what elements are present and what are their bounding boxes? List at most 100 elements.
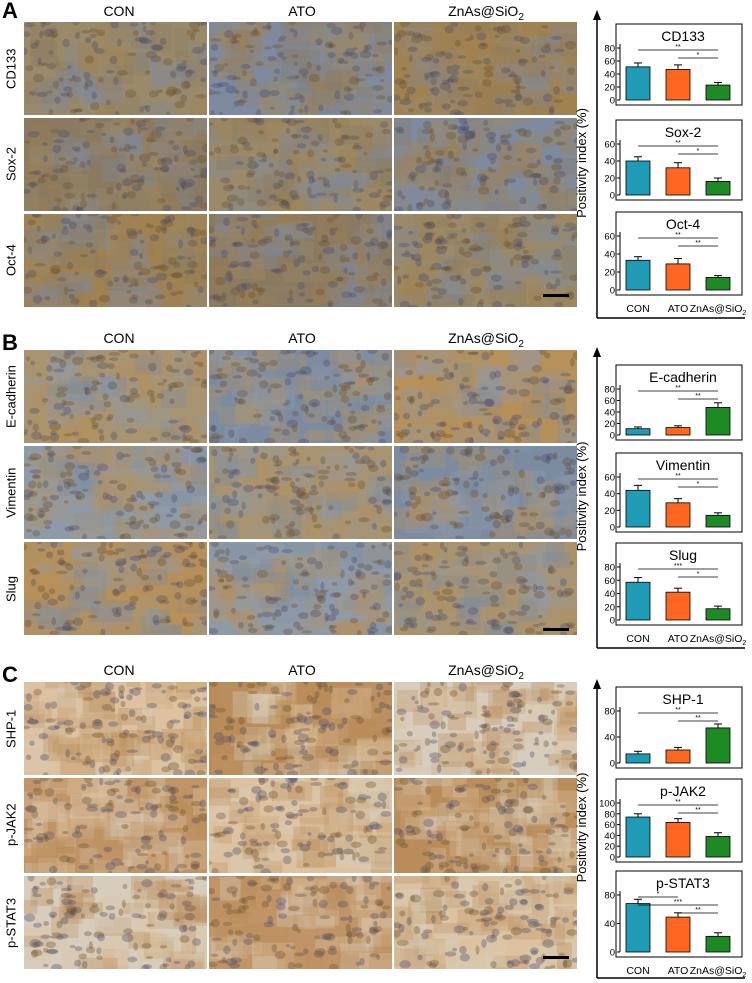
x-tick-label: ATO	[668, 965, 689, 977]
ihc-image	[394, 446, 577, 539]
bar	[665, 591, 691, 621]
y-tick-label: 60	[604, 396, 615, 407]
y-tick-label: 40	[604, 489, 615, 500]
chart-title: Vimentin	[656, 457, 710, 473]
significance-label: **	[695, 393, 701, 400]
chart-title: Slug	[669, 547, 697, 563]
bar	[665, 916, 691, 953]
y-tick-label: 40	[604, 919, 615, 930]
y-tick-label: 20	[604, 602, 615, 613]
bar	[665, 502, 691, 528]
y-tick-label: 0	[610, 759, 615, 770]
chart-box	[615, 870, 743, 958]
col-header-con: CON	[103, 3, 135, 19]
y-tick-label: 60	[604, 232, 615, 243]
y-tick-label: 20	[604, 419, 615, 430]
bar	[665, 167, 691, 196]
x-tick-label: ZnAs@SiO2	[690, 965, 747, 979]
significance-label: *	[697, 52, 700, 59]
col-header-ato: ATO	[288, 3, 316, 19]
ihc-image	[209, 778, 392, 873]
significance-label: **	[675, 707, 681, 714]
chart-title: SHP-1	[662, 691, 703, 707]
bar	[625, 160, 651, 196]
x-tick-label: ZnAs@SiO2	[690, 633, 747, 647]
chart-title: p-JAK2	[660, 783, 706, 799]
panel-letter-c: C	[2, 662, 18, 687]
ihc-image	[394, 214, 577, 307]
bar	[705, 935, 731, 953]
panel-b: B CON ATO ZnAs@SiO2 E-cadherin Vimentin …	[0, 330, 752, 650]
ihc-image	[394, 778, 577, 873]
chart-box	[615, 211, 743, 296]
ihc-image	[24, 778, 207, 873]
ihc-image	[24, 542, 207, 635]
chart-box	[615, 364, 743, 441]
y-tick-label: 0	[610, 191, 615, 202]
y-tick-label: 40	[604, 733, 615, 744]
y-tick-label: 80	[604, 809, 615, 820]
x-tick-label: CON	[626, 965, 649, 977]
y-tick-label: 100	[599, 799, 615, 810]
x-tick-label: CON	[626, 633, 649, 645]
y-tick-label: 20	[604, 842, 615, 853]
scale-bar	[543, 628, 569, 631]
y-tick-label: 60	[604, 57, 615, 68]
y-tick-label: 60	[604, 820, 615, 831]
bar	[705, 406, 731, 436]
y-tick-label: 0	[610, 616, 615, 627]
y-tick-label: 20	[604, 83, 615, 94]
bar	[665, 822, 691, 858]
y-tick-label: 80	[604, 44, 615, 55]
y-tick-label: 0	[610, 853, 615, 864]
col-header-ato: ATO	[288, 662, 316, 678]
x-tick-label: ATO	[668, 633, 689, 645]
y-tick-label: 80	[604, 385, 615, 396]
bar	[625, 581, 651, 621]
ihc-image	[209, 682, 392, 775]
y-tick-label: 40	[604, 250, 615, 261]
y-tick-label: 40	[604, 408, 615, 419]
ihc-image	[394, 876, 577, 969]
chart-title: p-STAT3	[656, 875, 710, 891]
col-header-ato: ATO	[288, 330, 316, 346]
y-tick-label: 20	[604, 268, 615, 279]
significance-label: *	[697, 481, 700, 488]
y-tick-label: 80	[604, 563, 615, 574]
col-header-znas: ZnAs@SiO2	[448, 330, 524, 350]
significance-label: *	[657, 891, 660, 898]
bar	[705, 727, 731, 764]
scale-bar	[543, 956, 569, 959]
chart-title: CD133	[661, 28, 705, 44]
y-tick-label: 20	[604, 174, 615, 185]
y-tick-label: 60	[604, 576, 615, 587]
ihc-image	[394, 350, 577, 443]
ihc-image	[24, 876, 207, 969]
y-tick-label: 0	[610, 523, 615, 534]
bar	[625, 489, 651, 528]
ihc-image	[24, 350, 207, 443]
ihc-image	[24, 682, 207, 775]
col-header-znas: ZnAs@SiO2	[448, 3, 524, 23]
col-header-znas: ZnAs@SiO2	[448, 662, 524, 682]
ihc-image	[394, 22, 577, 115]
y-tick-label: 40	[604, 157, 615, 168]
y-tick-label: 0	[610, 96, 615, 107]
significance-label: **	[675, 140, 681, 147]
ihc-image	[209, 22, 392, 115]
y-tick-label: 80	[604, 891, 615, 902]
x-tick-label: ATO	[668, 303, 689, 315]
ihc-image	[24, 446, 207, 539]
significance-label: **	[675, 44, 681, 51]
ihc-image	[209, 446, 392, 539]
y-tick-label: 0	[610, 286, 615, 297]
y-tick-label: 40	[604, 70, 615, 81]
chart-box	[615, 23, 743, 106]
y-tick-label: 20	[604, 506, 615, 517]
